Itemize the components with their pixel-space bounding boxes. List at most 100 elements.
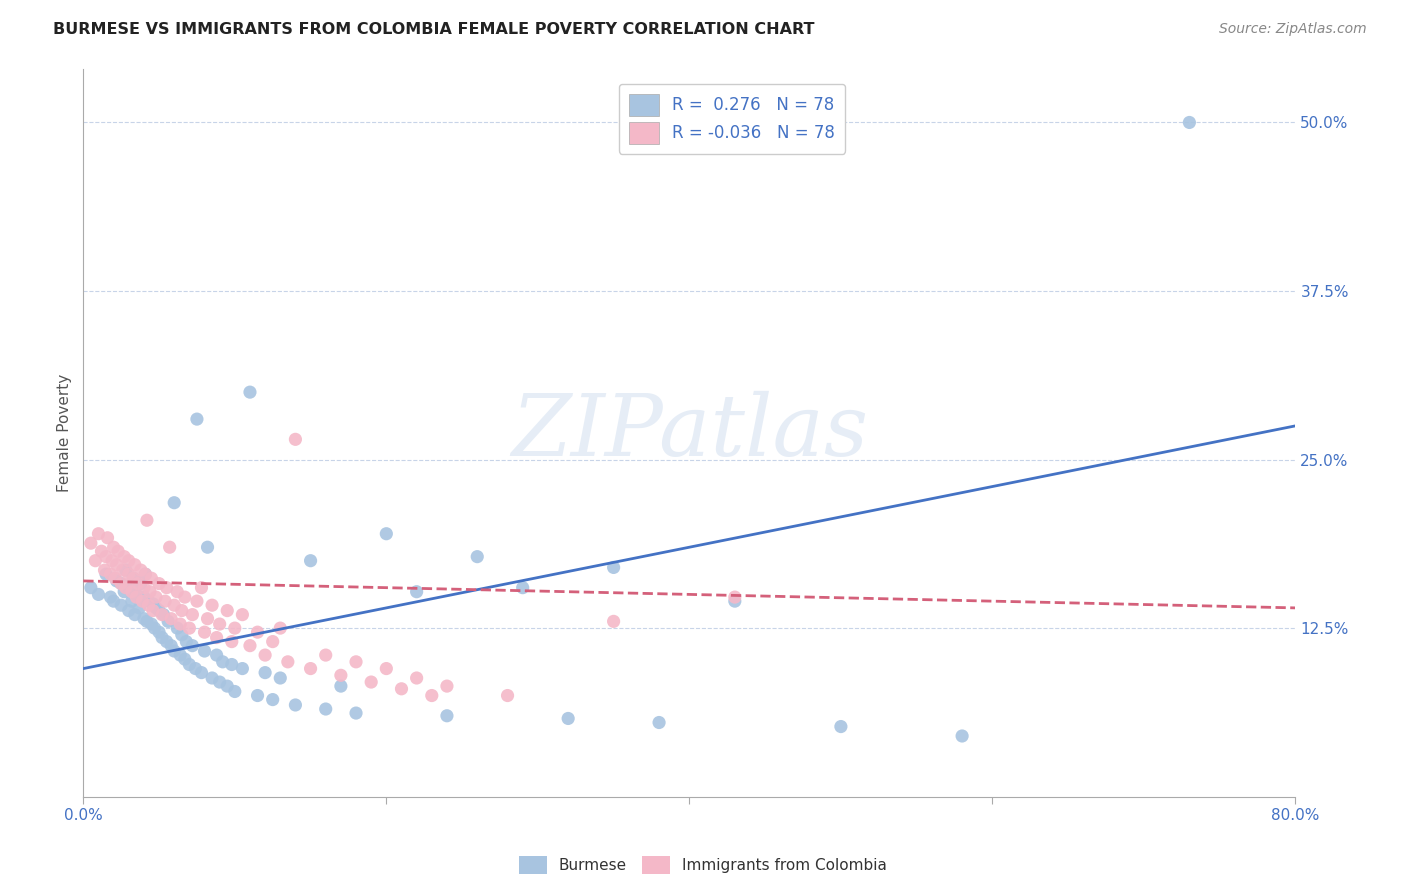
Point (100, 590, 122, 604)
Point (239, 639, 262, 653)
Legend: R =  0.276   N = 78, R = -0.036   N = 78: R = 0.276 N = 78, R = -0.036 N = 78 (619, 84, 845, 153)
Point (101, 554, 124, 568)
Point (105, 574, 128, 588)
Point (284, 698, 307, 712)
Point (315, 702, 337, 716)
Text: BURMESE VS IMMIGRANTS FROM COLOMBIA FEMALE POVERTY CORRELATION CHART: BURMESE VS IMMIGRANTS FROM COLOMBIA FEMA… (53, 22, 815, 37)
Point (122, 571, 145, 585)
Point (142, 597, 165, 611)
Point (197, 540, 219, 554)
Point (724, 590, 747, 604)
Point (132, 590, 155, 604)
Point (107, 544, 129, 558)
Point (602, 560, 624, 574)
Point (128, 600, 150, 615)
Point (104, 571, 127, 585)
Point (201, 671, 224, 685)
Point (153, 594, 176, 608)
Point (169, 648, 191, 662)
Point (205, 648, 228, 662)
Point (246, 689, 269, 703)
Point (129, 576, 152, 591)
Point (80, 581, 103, 595)
Point (190, 665, 212, 680)
Point (145, 600, 167, 615)
Point (239, 385, 262, 400)
Point (329, 679, 352, 693)
Point (159, 540, 181, 554)
Point (170, 604, 193, 618)
Point (122, 571, 145, 585)
Point (231, 662, 253, 676)
Point (420, 689, 443, 703)
Point (134, 567, 156, 582)
Point (496, 689, 519, 703)
Point (254, 648, 277, 662)
Point (94, 549, 117, 564)
Point (148, 576, 170, 591)
Point (84, 554, 107, 568)
Point (150, 607, 173, 622)
Point (344, 706, 367, 720)
Point (121, 584, 143, 599)
Point (112, 584, 135, 599)
Point (152, 607, 174, 622)
Point (205, 631, 228, 645)
Point (208, 675, 231, 690)
Point (436, 679, 458, 693)
Point (201, 598, 224, 612)
Point (197, 612, 219, 626)
Point (512, 581, 534, 595)
Point (111, 563, 134, 577)
Point (124, 607, 146, 622)
Point (360, 675, 382, 690)
Point (121, 594, 143, 608)
Point (87, 587, 110, 601)
Point (127, 576, 149, 591)
Point (125, 587, 148, 601)
Point (134, 567, 156, 582)
Point (118, 554, 141, 568)
Point (179, 621, 201, 635)
Point (118, 567, 141, 582)
Point (170, 628, 193, 642)
Point (118, 604, 141, 618)
Point (129, 563, 152, 577)
Point (329, 668, 352, 682)
Point (217, 679, 239, 693)
Point (217, 604, 239, 618)
Point (173, 652, 195, 666)
Point (246, 625, 269, 640)
Point (136, 615, 159, 629)
Point (166, 621, 188, 635)
Point (193, 625, 215, 640)
Point (103, 540, 125, 554)
Point (221, 634, 243, 648)
Point (131, 594, 153, 608)
Point (156, 581, 179, 595)
Point (138, 598, 160, 612)
Y-axis label: Female Poverty: Female Poverty (58, 374, 72, 491)
Point (269, 621, 291, 635)
Text: ZIPatlas: ZIPatlas (510, 392, 868, 474)
Point (190, 581, 212, 595)
Point (132, 612, 155, 626)
Point (118, 581, 141, 595)
Point (163, 644, 186, 658)
Point (90, 544, 112, 558)
Point (262, 692, 284, 706)
Point (176, 634, 198, 648)
Point (142, 604, 165, 618)
Point (110, 598, 132, 612)
Point (141, 617, 163, 632)
Point (93, 563, 115, 577)
Point (136, 513, 159, 527)
Point (166, 584, 188, 599)
Point (160, 639, 183, 653)
Point (163, 598, 186, 612)
Point (375, 662, 398, 676)
Point (156, 634, 179, 648)
Point (132, 581, 155, 595)
Point (231, 607, 253, 622)
Point (211, 655, 233, 669)
